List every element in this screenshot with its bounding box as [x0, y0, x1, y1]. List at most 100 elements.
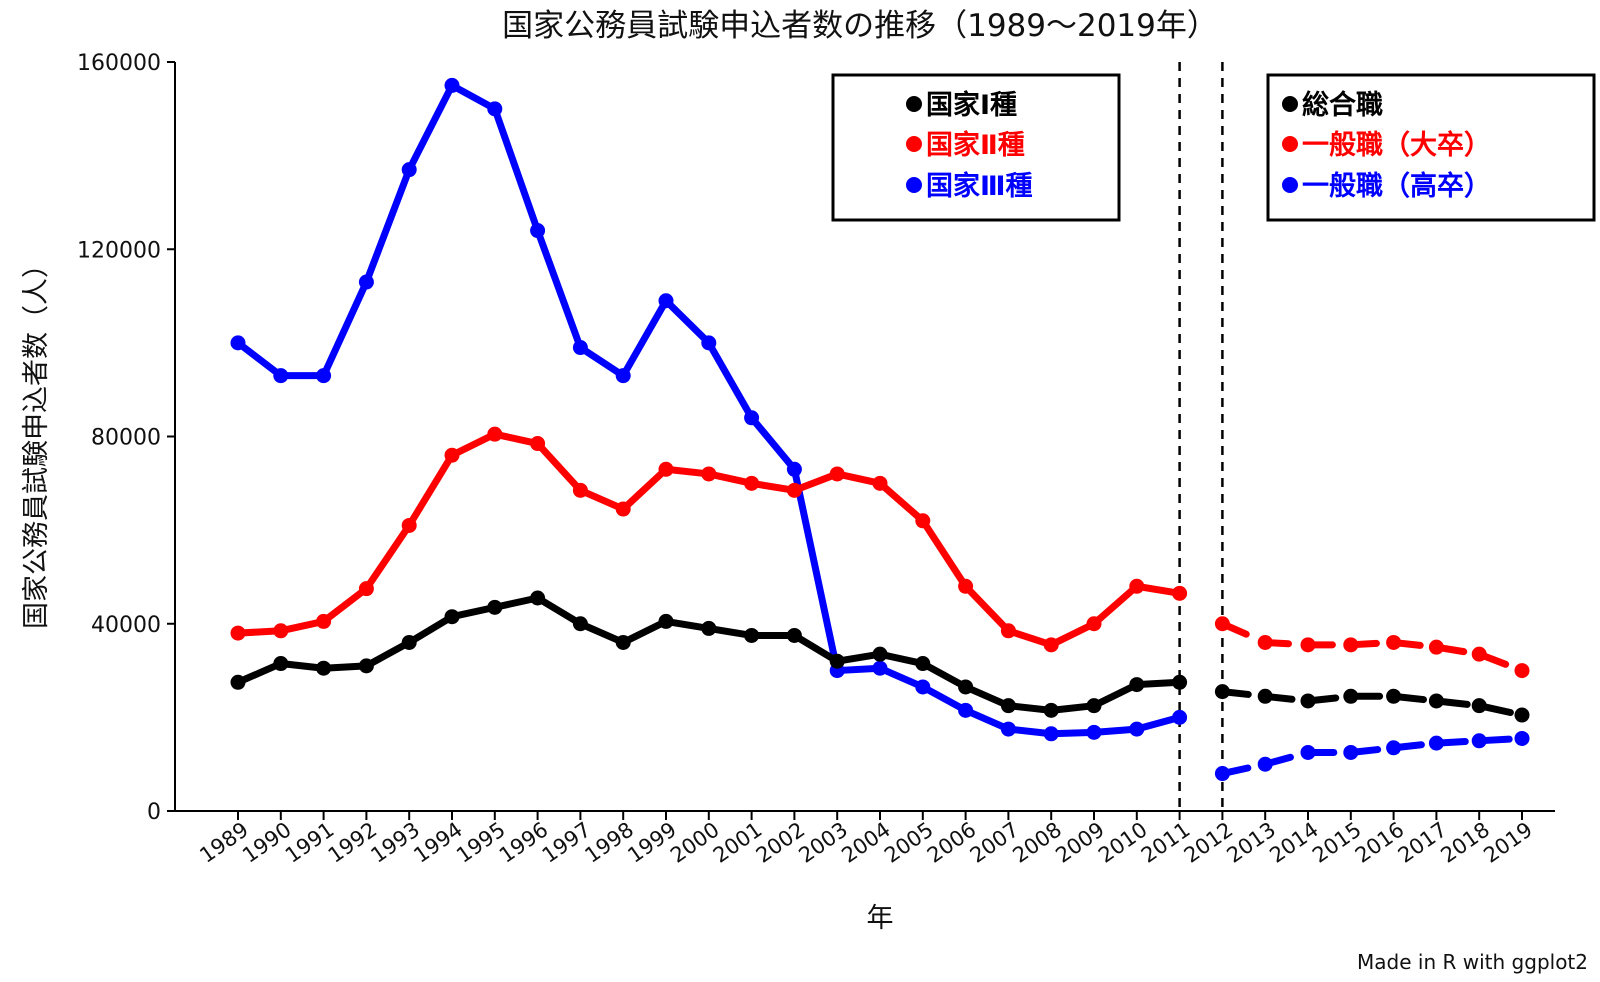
- data-point: [1343, 744, 1359, 760]
- data-point: [872, 475, 888, 491]
- data-point: [444, 609, 460, 625]
- data-point: [444, 447, 460, 463]
- x-tick-label: 1990: [238, 817, 296, 867]
- credit-text: Made in R with ggplot2: [1357, 950, 1588, 974]
- data-point: [487, 599, 503, 615]
- data-point: [872, 660, 888, 676]
- legend-old-marker-2: [906, 136, 922, 152]
- x-tick-label: 2006: [923, 817, 981, 867]
- data-point: [230, 335, 246, 351]
- legend-new-system: 総合職 一般職（大卒） 一般職（高卒）: [1266, 73, 1596, 222]
- x-tick-label: 1989: [195, 817, 253, 867]
- data-point: [530, 436, 546, 452]
- y-tick-label: 40000: [91, 613, 161, 638]
- data-point: [1300, 693, 1316, 709]
- data-point: [1343, 637, 1359, 653]
- data-point: [572, 340, 588, 356]
- data-point: [958, 679, 974, 695]
- data-point: [872, 646, 888, 662]
- data-point: [316, 660, 332, 676]
- data-point: [1257, 756, 1273, 772]
- data-point: [829, 466, 845, 482]
- data-point: [615, 368, 631, 384]
- x-tick-label: 2003: [795, 817, 853, 867]
- data-point: [401, 162, 417, 178]
- x-tick-label: 1993: [367, 817, 425, 867]
- series-4: [1214, 616, 1530, 679]
- data-point: [1471, 733, 1487, 749]
- data-point: [1172, 585, 1188, 601]
- x-tick-label: 2001: [709, 817, 767, 867]
- x-axis-label: 年: [867, 903, 894, 934]
- legend-old-label-3: 国家Ⅲ種: [926, 170, 1033, 202]
- legend-new-marker-3: [1282, 177, 1298, 193]
- x-tick-label: 2014: [1265, 817, 1323, 867]
- x-tick-label: 2018: [1437, 817, 1495, 867]
- series-6: [1214, 730, 1530, 782]
- x-tick-label: 2000: [666, 817, 724, 867]
- data-point: [273, 623, 289, 639]
- x-tick-label: 1995: [452, 817, 510, 867]
- series-line: [234, 594, 1184, 714]
- data-point: [786, 627, 802, 643]
- data-point: [1471, 698, 1487, 714]
- x-tick-label: 2002: [752, 817, 810, 867]
- legend-new-box: [1266, 73, 1596, 222]
- x-tick-label: 2011: [1137, 817, 1195, 867]
- data-point: [658, 293, 674, 309]
- data-point: [1343, 688, 1359, 704]
- data-point: [401, 634, 417, 650]
- data-point: [1428, 735, 1444, 751]
- legend-old-label-2: 国家Ⅱ種: [926, 129, 1025, 161]
- x-tick-label: 2015: [1308, 817, 1366, 867]
- x-tick-label: 2012: [1180, 817, 1238, 867]
- data-point: [701, 466, 717, 482]
- legend-new-label-1: 総合職: [1302, 89, 1383, 121]
- data-point: [658, 461, 674, 477]
- y-axis-label: 国家公務員試験申込者数（人）: [21, 251, 52, 629]
- x-tick-label: 1996: [495, 817, 553, 867]
- x-tick-label: 2008: [1009, 817, 1067, 867]
- x-tick-label: 1997: [538, 817, 596, 867]
- y-tick-label: 80000: [91, 426, 161, 451]
- data-point: [487, 101, 503, 117]
- data-point: [786, 482, 802, 498]
- y-tick-label: 160000: [77, 51, 161, 76]
- data-point: [1043, 726, 1059, 742]
- data-point: [1386, 634, 1402, 650]
- series-3: [230, 590, 1188, 718]
- data-point: [1129, 677, 1145, 693]
- data-point: [1300, 744, 1316, 760]
- legend-new-label-3: 一般職（高卒）: [1302, 170, 1491, 202]
- series-line: [234, 430, 1184, 649]
- chart-title: 国家公務員試験申込者数の推移（1989〜2019年）: [502, 8, 1218, 44]
- data-point: [1257, 634, 1273, 650]
- data-point: [615, 501, 631, 517]
- x-tick-label: 2009: [1051, 817, 1109, 867]
- x-tick-label: 2010: [1094, 817, 1152, 867]
- data-point: [487, 426, 503, 442]
- data-point: [1214, 616, 1230, 632]
- x-tick-label: 1992: [324, 817, 382, 867]
- data-point: [1514, 730, 1530, 746]
- data-point: [1000, 721, 1016, 737]
- data-point: [1514, 707, 1530, 723]
- data-point: [1086, 698, 1102, 714]
- data-point: [1129, 578, 1145, 594]
- data-point: [358, 658, 374, 674]
- data-point: [1129, 721, 1145, 737]
- data-point: [1300, 637, 1316, 653]
- data-point: [358, 274, 374, 290]
- period-dividers: [1178, 62, 1224, 811]
- x-tick-label: 2019: [1479, 817, 1537, 867]
- series-layer: [230, 77, 1530, 782]
- data-point: [530, 590, 546, 606]
- data-point: [273, 656, 289, 672]
- data-point: [658, 613, 674, 629]
- data-point: [401, 517, 417, 533]
- legend-old-system: 国家Ⅰ種 国家Ⅱ種 国家Ⅲ種: [831, 73, 1121, 222]
- data-point: [1214, 766, 1230, 782]
- data-point: [1386, 740, 1402, 756]
- data-point: [1428, 639, 1444, 655]
